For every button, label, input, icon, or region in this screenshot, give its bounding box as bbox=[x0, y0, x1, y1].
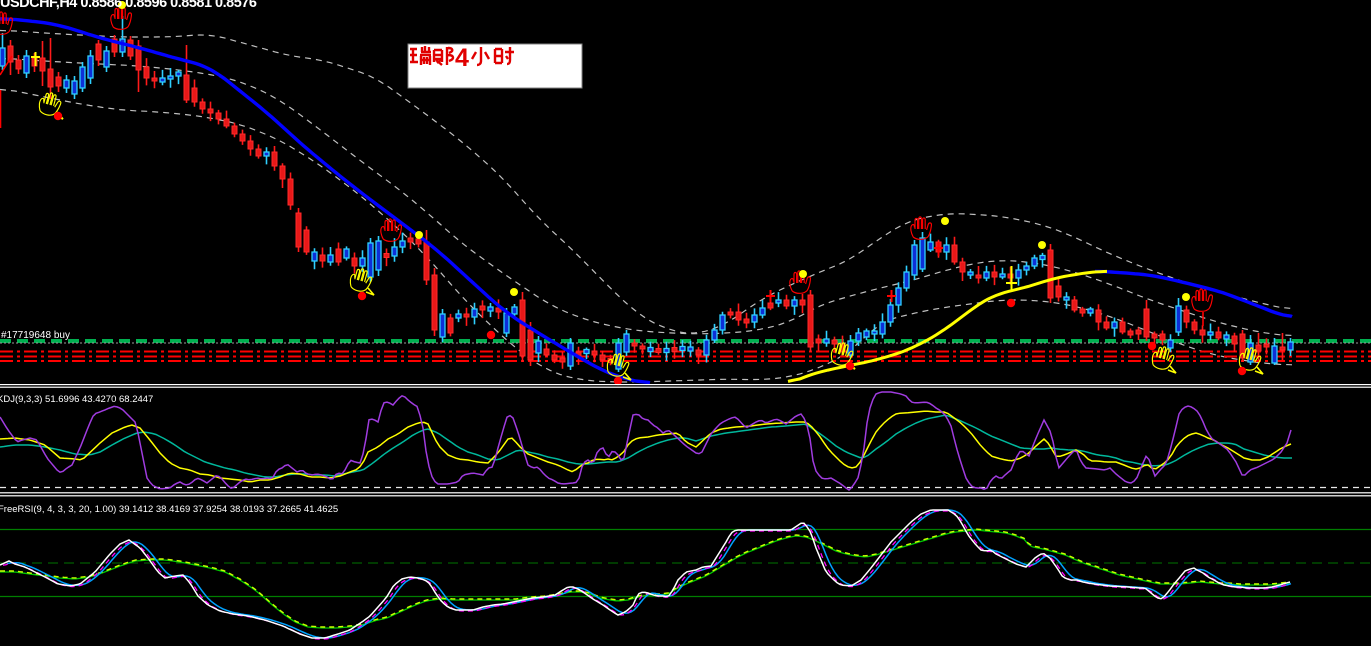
svg-text:#17719648 buy: #17719648 buy bbox=[1, 330, 70, 341]
svg-text:USDCHF,H4 0.8586 0.8596 0.8581: USDCHF,H4 0.8586 0.8596 0.8581 0.8576 bbox=[0, 0, 257, 11]
svg-text:KDJ(9,3,3) 51.6996 43.4270 68.: KDJ(9,3,3) 51.6996 43.4270 68.2447 bbox=[0, 394, 153, 405]
svg-text:4: 4 bbox=[455, 44, 469, 72]
svg-text:FreeRSI(9, 4, 3, 3, 20, 1.00): FreeRSI(9, 4, 3, 3, 20, 1.00) 39.1412 38… bbox=[0, 504, 338, 515]
